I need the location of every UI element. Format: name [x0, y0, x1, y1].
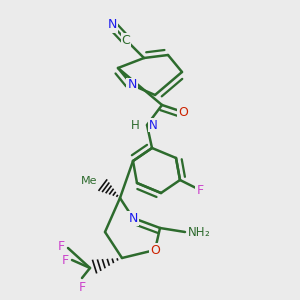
Text: H: H	[131, 118, 140, 131]
Text: Me: Me	[80, 176, 97, 187]
Text: F: F	[58, 240, 65, 253]
Text: F: F	[196, 184, 204, 196]
Text: O: O	[150, 244, 160, 256]
Text: N: N	[127, 79, 137, 92]
Text: C: C	[122, 34, 130, 46]
Text: ₂: ₂	[205, 226, 209, 238]
Text: N: N	[128, 212, 138, 224]
Text: F: F	[62, 254, 69, 266]
Text: N: N	[107, 19, 117, 32]
Text: N: N	[148, 118, 157, 131]
Text: F: F	[78, 281, 85, 294]
Text: O: O	[178, 106, 188, 118]
Text: NH: NH	[188, 226, 206, 238]
